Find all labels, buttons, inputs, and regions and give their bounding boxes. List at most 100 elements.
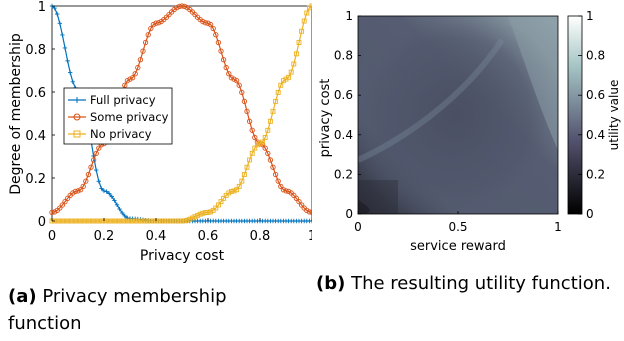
- data-point: [260, 139, 266, 145]
- y-tick-label: 1: [345, 9, 353, 23]
- data-point: [65, 58, 70, 64]
- data-point: [117, 206, 122, 212]
- data-point: [158, 218, 164, 224]
- data-point: [184, 217, 190, 223]
- data-point: [137, 218, 143, 224]
- data-point: [241, 172, 247, 178]
- caption-a-tag: (a): [8, 286, 37, 307]
- data-point: [124, 218, 130, 224]
- data-point: [137, 57, 144, 63]
- caption-b-tag: (b): [316, 273, 346, 294]
- data-point: [135, 64, 141, 71]
- data-point: [176, 218, 182, 224]
- data-point: [189, 215, 195, 221]
- legend-label: No privacy: [90, 127, 152, 141]
- data-point: [83, 218, 89, 224]
- data-point: [254, 142, 260, 148]
- data-point: [75, 218, 81, 224]
- data-point: [140, 218, 146, 224]
- data-point: [220, 57, 227, 63]
- data-point: [65, 218, 71, 224]
- data-point: [210, 25, 216, 32]
- data-point: [286, 74, 292, 80]
- data-point: [98, 218, 104, 224]
- data-point: [241, 98, 248, 105]
- data-point: [85, 218, 91, 224]
- data-point: [54, 218, 60, 224]
- data-point: [130, 218, 136, 224]
- data-point: [301, 18, 307, 24]
- data-point: [142, 39, 149, 46]
- x-axis-label-b: service reward: [410, 239, 506, 254]
- colorbar-tick-label: 0.8: [586, 49, 605, 63]
- data-point: [70, 79, 75, 85]
- data-point: [247, 157, 253, 163]
- membership-chart: 0 0.2 0.4 0.6 0.8 1 0 0.2 0.4 0.6 0.8 1 Privacy cos…: [8, 0, 312, 264]
- data-point: [202, 210, 208, 216]
- data-point: [104, 218, 110, 224]
- data-point: [90, 157, 97, 163]
- data-point: [192, 214, 198, 220]
- y-axis-label-b: privacy cost: [318, 79, 333, 158]
- data-point: [62, 218, 68, 224]
- data-point: [215, 202, 221, 208]
- data-point: [273, 98, 279, 104]
- data-point: [62, 198, 68, 205]
- data-point: [252, 134, 258, 141]
- data-point: [156, 218, 162, 224]
- data-point: [246, 118, 253, 124]
- legend-label: Full privacy: [90, 93, 156, 107]
- data-point: [127, 76, 133, 82]
- data-point: [309, 218, 312, 224]
- data-point: [249, 127, 255, 133]
- data-point: [59, 202, 66, 208]
- data-point: [94, 167, 99, 173]
- data-point: [275, 89, 281, 95]
- heatmap-area: [358, 16, 558, 214]
- data-point: [179, 218, 185, 224]
- data-point: [272, 171, 279, 178]
- data-point: [68, 70, 73, 75]
- legend-entry: Full privacy: [68, 93, 156, 107]
- data-point: [169, 218, 175, 224]
- data-point: [127, 218, 133, 224]
- x-tick-label: 1: [554, 220, 562, 234]
- data-point: [155, 20, 162, 26]
- data-point: [236, 82, 242, 88]
- data-point: [299, 28, 305, 34]
- x-tick-label: 1: [308, 229, 312, 244]
- data-point: [101, 188, 107, 194]
- data-point: [187, 216, 193, 222]
- x-tick-label: 0.5: [448, 220, 467, 234]
- data-point: [119, 218, 125, 224]
- data-point: [111, 218, 117, 224]
- data-point: [270, 108, 276, 114]
- data-point: [239, 89, 245, 96]
- data-point: [262, 134, 268, 140]
- data-point: [306, 209, 312, 215]
- data-point: [72, 218, 78, 224]
- data-point: [171, 218, 177, 224]
- data-point: [202, 20, 209, 26]
- data-point: [88, 218, 94, 224]
- data-point: [104, 189, 109, 194]
- data-point: [122, 213, 127, 219]
- data-point: [109, 194, 114, 199]
- x-tick-label: 0.6: [198, 229, 219, 244]
- data-point: [223, 64, 229, 71]
- data-point: [234, 187, 240, 193]
- data-point: [205, 209, 211, 215]
- data-point: [293, 195, 300, 201]
- x-tick-label: 0.8: [250, 229, 271, 244]
- data-point: [132, 71, 138, 77]
- data-point: [231, 76, 237, 82]
- data-point: [291, 61, 297, 67]
- x-tick-label: 0.2: [94, 229, 115, 244]
- y-tick-label: 0.6: [25, 86, 46, 101]
- data-point: [57, 205, 63, 211]
- data-point: [233, 78, 240, 84]
- data-point: [265, 150, 271, 156]
- data-point: [106, 218, 112, 224]
- data-point: [150, 21, 157, 28]
- data-point: [83, 178, 89, 184]
